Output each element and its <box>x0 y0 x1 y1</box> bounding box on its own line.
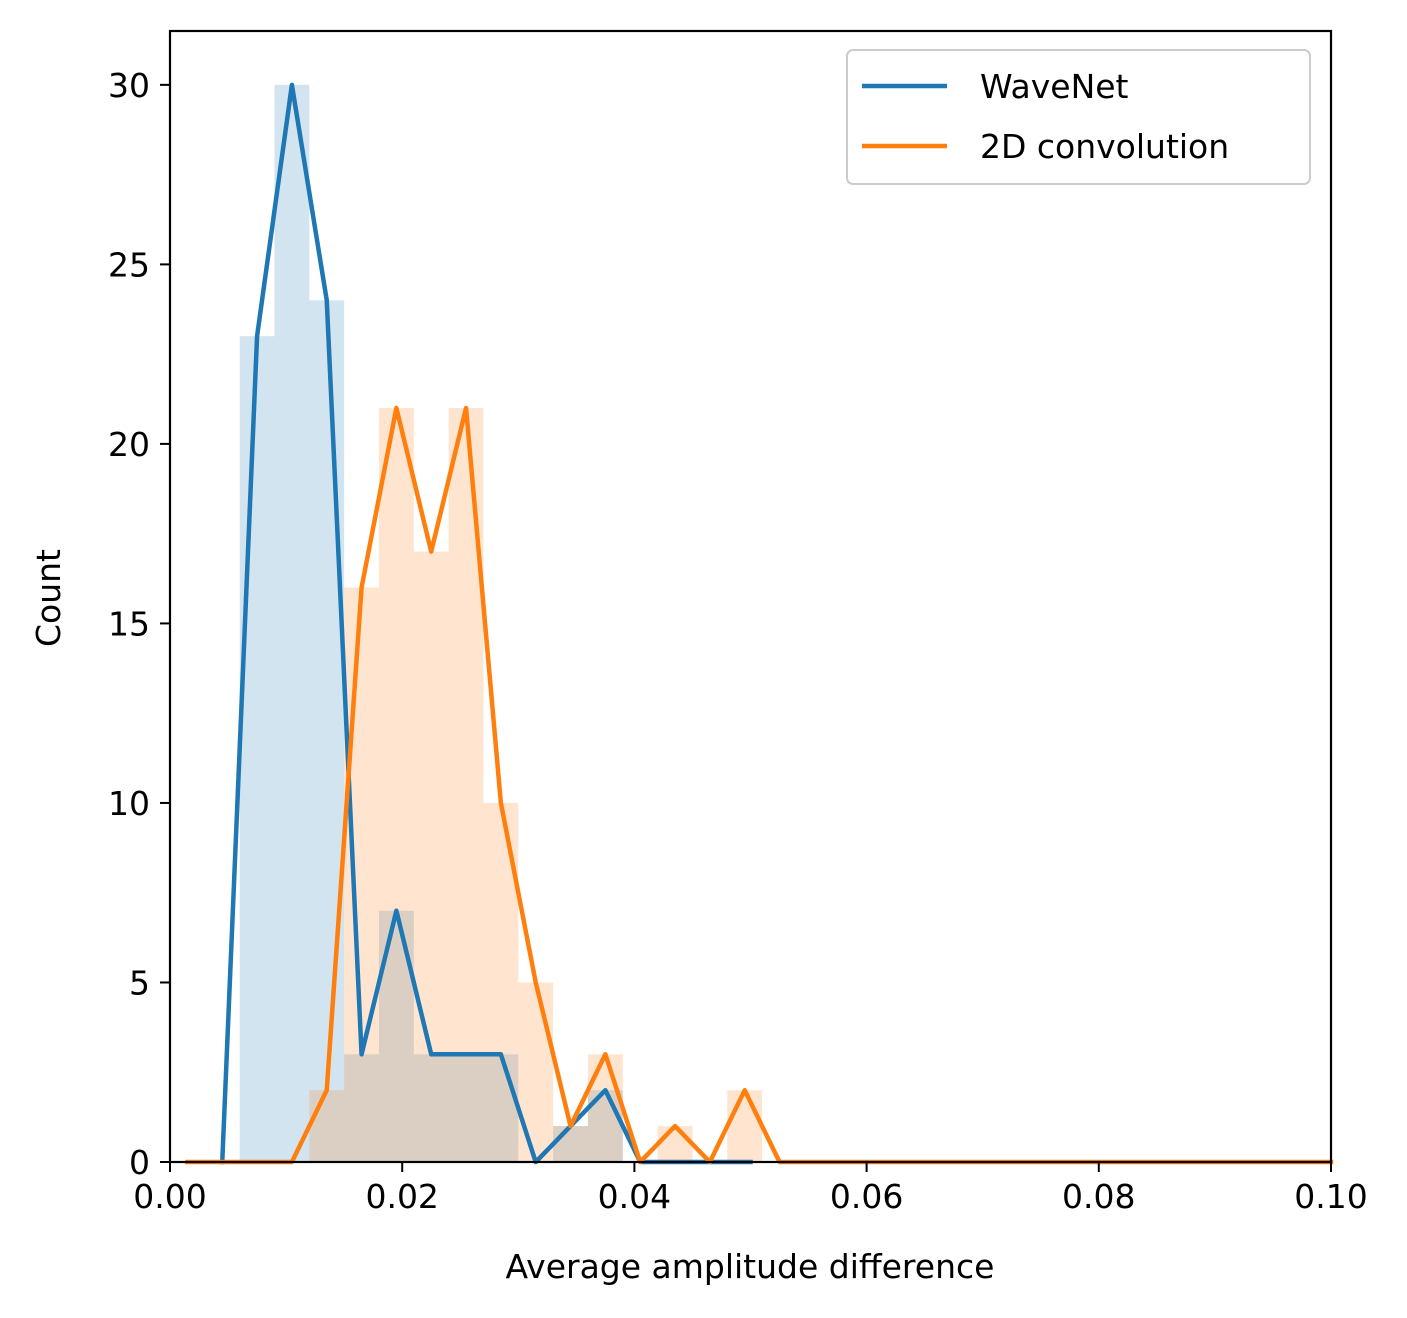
histogram-bar-2d-convolution-3 <box>413 551 449 1162</box>
histogram-bar-2d-convolution-1 <box>344 587 379 1162</box>
series-line-wavenet <box>219 82 753 1165</box>
histogram-bar-2d-convolution-10 <box>727 1090 763 1162</box>
histogram-bar-wavenet-3 <box>344 1054 379 1162</box>
histogram-bars <box>239 84 763 1163</box>
histogram-bar-2d-convolution-8 <box>587 1054 623 1162</box>
y-axis-label: Count <box>29 549 68 647</box>
histogram-bar-wavenet-2 <box>309 300 345 1162</box>
histogram-bar-2d-convolution-2 <box>378 408 414 1162</box>
x-axis-label: Average amplitude difference <box>506 1247 995 1286</box>
histogram-bar-wavenet-1 <box>274 84 310 1163</box>
x-tick-label-5: 0.10 <box>1294 1177 1367 1216</box>
histogram-bar-2d-convolution-0 <box>309 1090 345 1162</box>
x-tick-label-0: 0.00 <box>133 1177 206 1216</box>
x-tick-label-4: 0.08 <box>1062 1177 1135 1216</box>
legend: WaveNet 2D convolution <box>846 49 1311 185</box>
x-axis-ticks: 0.00 0.02 0.04 0.06 0.08 0.10 <box>133 1162 1368 1216</box>
x-tick-label-3: 0.06 <box>830 1177 903 1216</box>
histogram-bar-wavenet-8 <box>553 1126 588 1162</box>
histogram-bar-2d-convolution-6 <box>518 982 554 1162</box>
y-tick-label-2: 10 <box>108 784 150 823</box>
series-line-2d-convolution <box>185 405 1334 1165</box>
histogram-bar-wavenet-7 <box>483 1054 519 1162</box>
histogram-bar-wavenet-0 <box>239 336 275 1162</box>
histogram-bar-2d-convolution-9 <box>657 1126 693 1162</box>
frequency-lines <box>185 82 1334 1165</box>
legend-label-2d-convolution: 2D convolution <box>980 127 1229 166</box>
plot-area-frame <box>168 29 1333 1164</box>
y-tick-label-4: 20 <box>108 425 150 464</box>
x-tick-label-1: 0.02 <box>365 1177 438 1216</box>
histogram-bar-2d-convolution-7 <box>553 1126 588 1162</box>
legend-label-wavenet: WaveNet <box>980 67 1129 106</box>
y-tick-label-5: 25 <box>108 245 150 284</box>
histogram-bar-wavenet-6 <box>448 1054 484 1162</box>
y-tick-label-6: 30 <box>108 66 150 105</box>
x-tick-label-2: 0.04 <box>598 1177 671 1216</box>
y-axis-ticks: 0 5 10 15 20 25 30 <box>108 66 170 1182</box>
histogram-bar-wavenet-5 <box>413 1054 449 1162</box>
legend-box <box>846 49 1311 185</box>
y-tick-label-3: 15 <box>108 604 150 643</box>
y-tick-label-0: 0 <box>129 1143 150 1182</box>
y-tick-label-1: 5 <box>129 963 150 1002</box>
